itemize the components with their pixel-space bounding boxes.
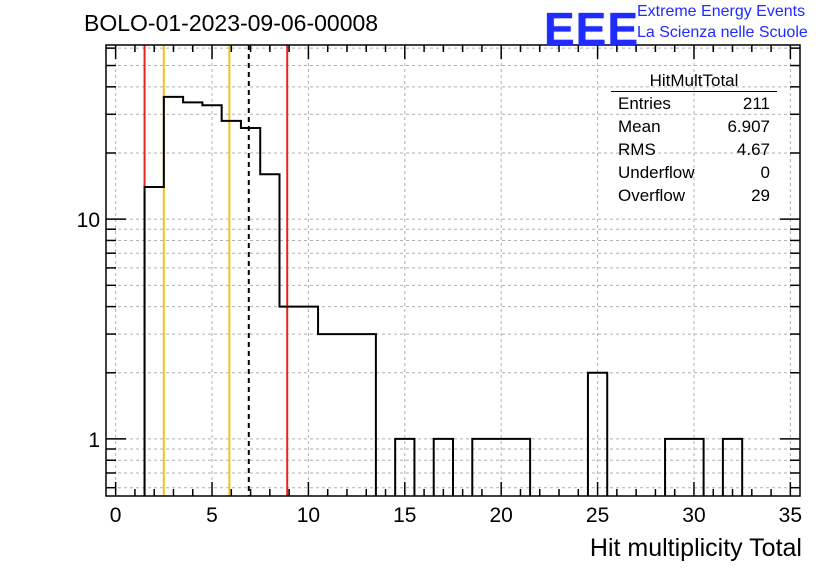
eee-logo: EEE: [544, 3, 640, 55]
axis-ticks: [106, 45, 800, 496]
stats-value: 211: [742, 94, 770, 113]
stats-label: Overflow: [618, 186, 686, 205]
logo-line-1: Extreme Energy Events: [637, 3, 806, 20]
stats-value: 6.907: [727, 117, 770, 136]
stats-box-title: HitMultTotal: [611, 71, 777, 92]
stats-row-overflow: Overflow 29: [611, 184, 777, 207]
y-tick-label: 1: [88, 429, 100, 452]
stats-row-underflow: Underflow 0: [611, 161, 777, 184]
stats-row-rms: RMS 4.67: [611, 138, 777, 161]
x-tick-label: 25: [586, 504, 609, 527]
chart-title: BOLO-01-2023-09-06-00008: [84, 10, 379, 36]
stats-label: Underflow: [618, 163, 695, 182]
marker-lines: [143, 45, 289, 496]
plot-frame: [105, 44, 801, 497]
stats-value: 0: [760, 163, 770, 182]
stats-row-mean: Mean 6.907: [611, 115, 777, 138]
stats-label: RMS: [618, 140, 656, 159]
x-tick-label: 10: [297, 504, 320, 527]
x-tick-label: 15: [393, 504, 416, 527]
stats-row-entries: Entries 211: [611, 92, 777, 115]
x-tick-label: 35: [779, 504, 802, 527]
logo-line-2: La Scienza nelle Scuole: [637, 24, 808, 41]
x-tick-label: 20: [490, 504, 513, 527]
stats-box: HitMultTotal Entries 211 Mean 6.907 RMS …: [611, 71, 777, 207]
x-tick-label: 0: [110, 504, 122, 527]
x-tick-label: 30: [682, 504, 705, 527]
stats-value: 29: [751, 186, 770, 205]
histogram-outline: [143, 95, 744, 496]
x-axis-label: Hit multiplicity Total: [589, 534, 802, 562]
stats-value: 4.67: [736, 140, 770, 159]
x-tick-label: 5: [206, 504, 218, 527]
stats-label: Entries: [618, 94, 671, 113]
tick-labels: 0 5 10 15 20 25 30 35 1 10: [77, 209, 802, 527]
stats-label: Mean: [618, 117, 661, 136]
y-tick-label: 10: [77, 209, 100, 232]
